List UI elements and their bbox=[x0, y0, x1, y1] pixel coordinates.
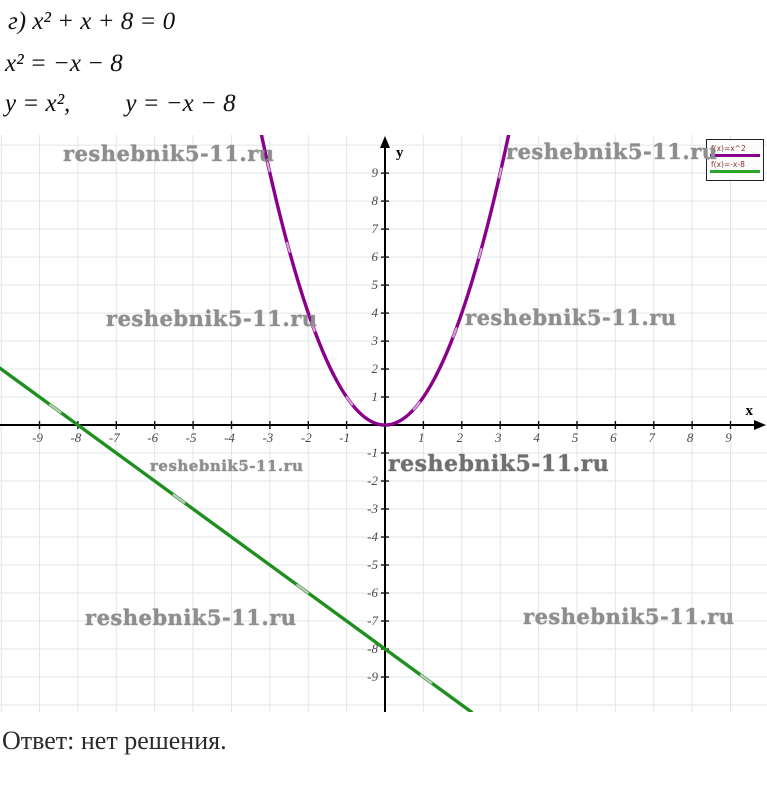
x-tick-label: -9 bbox=[32, 430, 43, 445]
y-tick-label: -5 bbox=[367, 557, 378, 572]
x-tick-label: -3 bbox=[262, 430, 273, 445]
y-tick-label: 4 bbox=[372, 305, 379, 320]
y-tick-label: 8 bbox=[372, 193, 379, 208]
y-tick-label: -9 bbox=[367, 669, 378, 684]
x-tick-label: -4 bbox=[224, 430, 235, 445]
y-tick-label: 6 bbox=[372, 249, 379, 264]
x-tick-label: 5 bbox=[572, 430, 579, 445]
y-tick-label: 9 bbox=[372, 165, 379, 180]
equation-y-parabola: y = x², bbox=[5, 90, 71, 117]
x-tick-label: -2 bbox=[301, 430, 312, 445]
equation-line-3: y = x², y = −x − 8 bbox=[5, 90, 236, 118]
watermark: reshebnik5-11.ru bbox=[106, 306, 318, 331]
x-tick-label: 8 bbox=[687, 430, 694, 445]
x-tick-label: 3 bbox=[494, 430, 502, 445]
watermark: reshebnik5-11.ru bbox=[85, 605, 297, 630]
watermark: reshebnik5-11.ru bbox=[465, 305, 677, 330]
equation-line-2: x² = −x − 8 bbox=[5, 50, 123, 77]
line-curve bbox=[0, 366, 474, 712]
y-tick-label: -1 bbox=[367, 445, 378, 460]
y-tick-label: 2 bbox=[372, 361, 379, 376]
x-tick-label: -6 bbox=[147, 430, 158, 445]
x-tick-label: -5 bbox=[186, 430, 197, 445]
plot-canvas: x y -9 -8 -7 -6 -5 -4 -3 -2 -1 1 2 3 4 5 6 7 8 9 9 8 7 6 5 4 3 2 1 -1… bbox=[0, 135, 767, 712]
watermark: reshebnik5-11.ru bbox=[150, 457, 304, 475]
y-axis-arrow bbox=[380, 136, 390, 148]
y-tick-label: -8 bbox=[367, 641, 378, 656]
legend-entry-parabola: f(x)=x^2 bbox=[710, 144, 760, 157]
legend-label-parabola: f(x)=x^2 bbox=[711, 144, 746, 153]
watermark: reshebnik5-11.ru bbox=[506, 139, 718, 164]
x-tick-label: -7 bbox=[109, 430, 120, 445]
y-tick-label: -7 bbox=[367, 613, 378, 628]
x-axis-arrow bbox=[754, 420, 766, 430]
y-tick-label: 1 bbox=[372, 389, 379, 404]
x-tick-label: -8 bbox=[70, 430, 81, 445]
parabola-curve bbox=[259, 135, 511, 427]
y-tick-label: 7 bbox=[372, 221, 379, 236]
watermark: reshebnik5-11.ru bbox=[523, 604, 735, 629]
y-tick-label: 3 bbox=[371, 333, 379, 348]
plot-svg: x y -9 -8 -7 -6 -5 -4 -3 -2 -1 1 2 3 4 5 6 7 8 9 9 8 7 6 5 4 3 2 1 -1… bbox=[0, 135, 767, 712]
x-tick-label: -1 bbox=[339, 430, 350, 445]
y-axis-label: y bbox=[396, 145, 404, 161]
legend-entry-line: f(x)=-x-8 bbox=[710, 160, 760, 173]
y-tick-label: -2 bbox=[367, 473, 378, 488]
x-tick-label: 9 bbox=[725, 430, 732, 445]
x-tick-label: 7 bbox=[649, 430, 656, 445]
watermark: reshebnik5-11.ru bbox=[388, 451, 610, 477]
equation-line-1: г) x² + x + 8 = 0 bbox=[8, 8, 176, 35]
answer-text: Ответ: нет решения. bbox=[2, 726, 227, 755]
y-tick-label: -4 bbox=[367, 529, 378, 544]
legend-swatch-line bbox=[710, 170, 760, 173]
y-tick-label: -6 bbox=[367, 585, 378, 600]
x-axis-label: x bbox=[746, 403, 754, 419]
x-tick-label: 2 bbox=[457, 430, 464, 445]
y-tick-label: 5 bbox=[372, 277, 379, 292]
x-tick-label: 1 bbox=[418, 430, 425, 445]
legend-swatch-parabola bbox=[710, 154, 760, 157]
x-tick-label: 6 bbox=[610, 430, 617, 445]
y-tick-label: -3 bbox=[367, 501, 378, 516]
graph-area: x y -9 -8 -7 -6 -5 -4 -3 -2 -1 1 2 3 4 5 6 7 8 9 9 8 7 6 5 4 3 2 1 -1… bbox=[0, 135, 767, 712]
legend: f(x)=x^2 f(x)=-x-8 bbox=[706, 139, 764, 181]
x-tick-label: 4 bbox=[533, 430, 540, 445]
legend-label-line: f(x)=-x-8 bbox=[711, 160, 745, 169]
equation-y-linear: y = −x − 8 bbox=[125, 90, 236, 117]
watermark: reshebnik5-11.ru bbox=[63, 141, 275, 166]
